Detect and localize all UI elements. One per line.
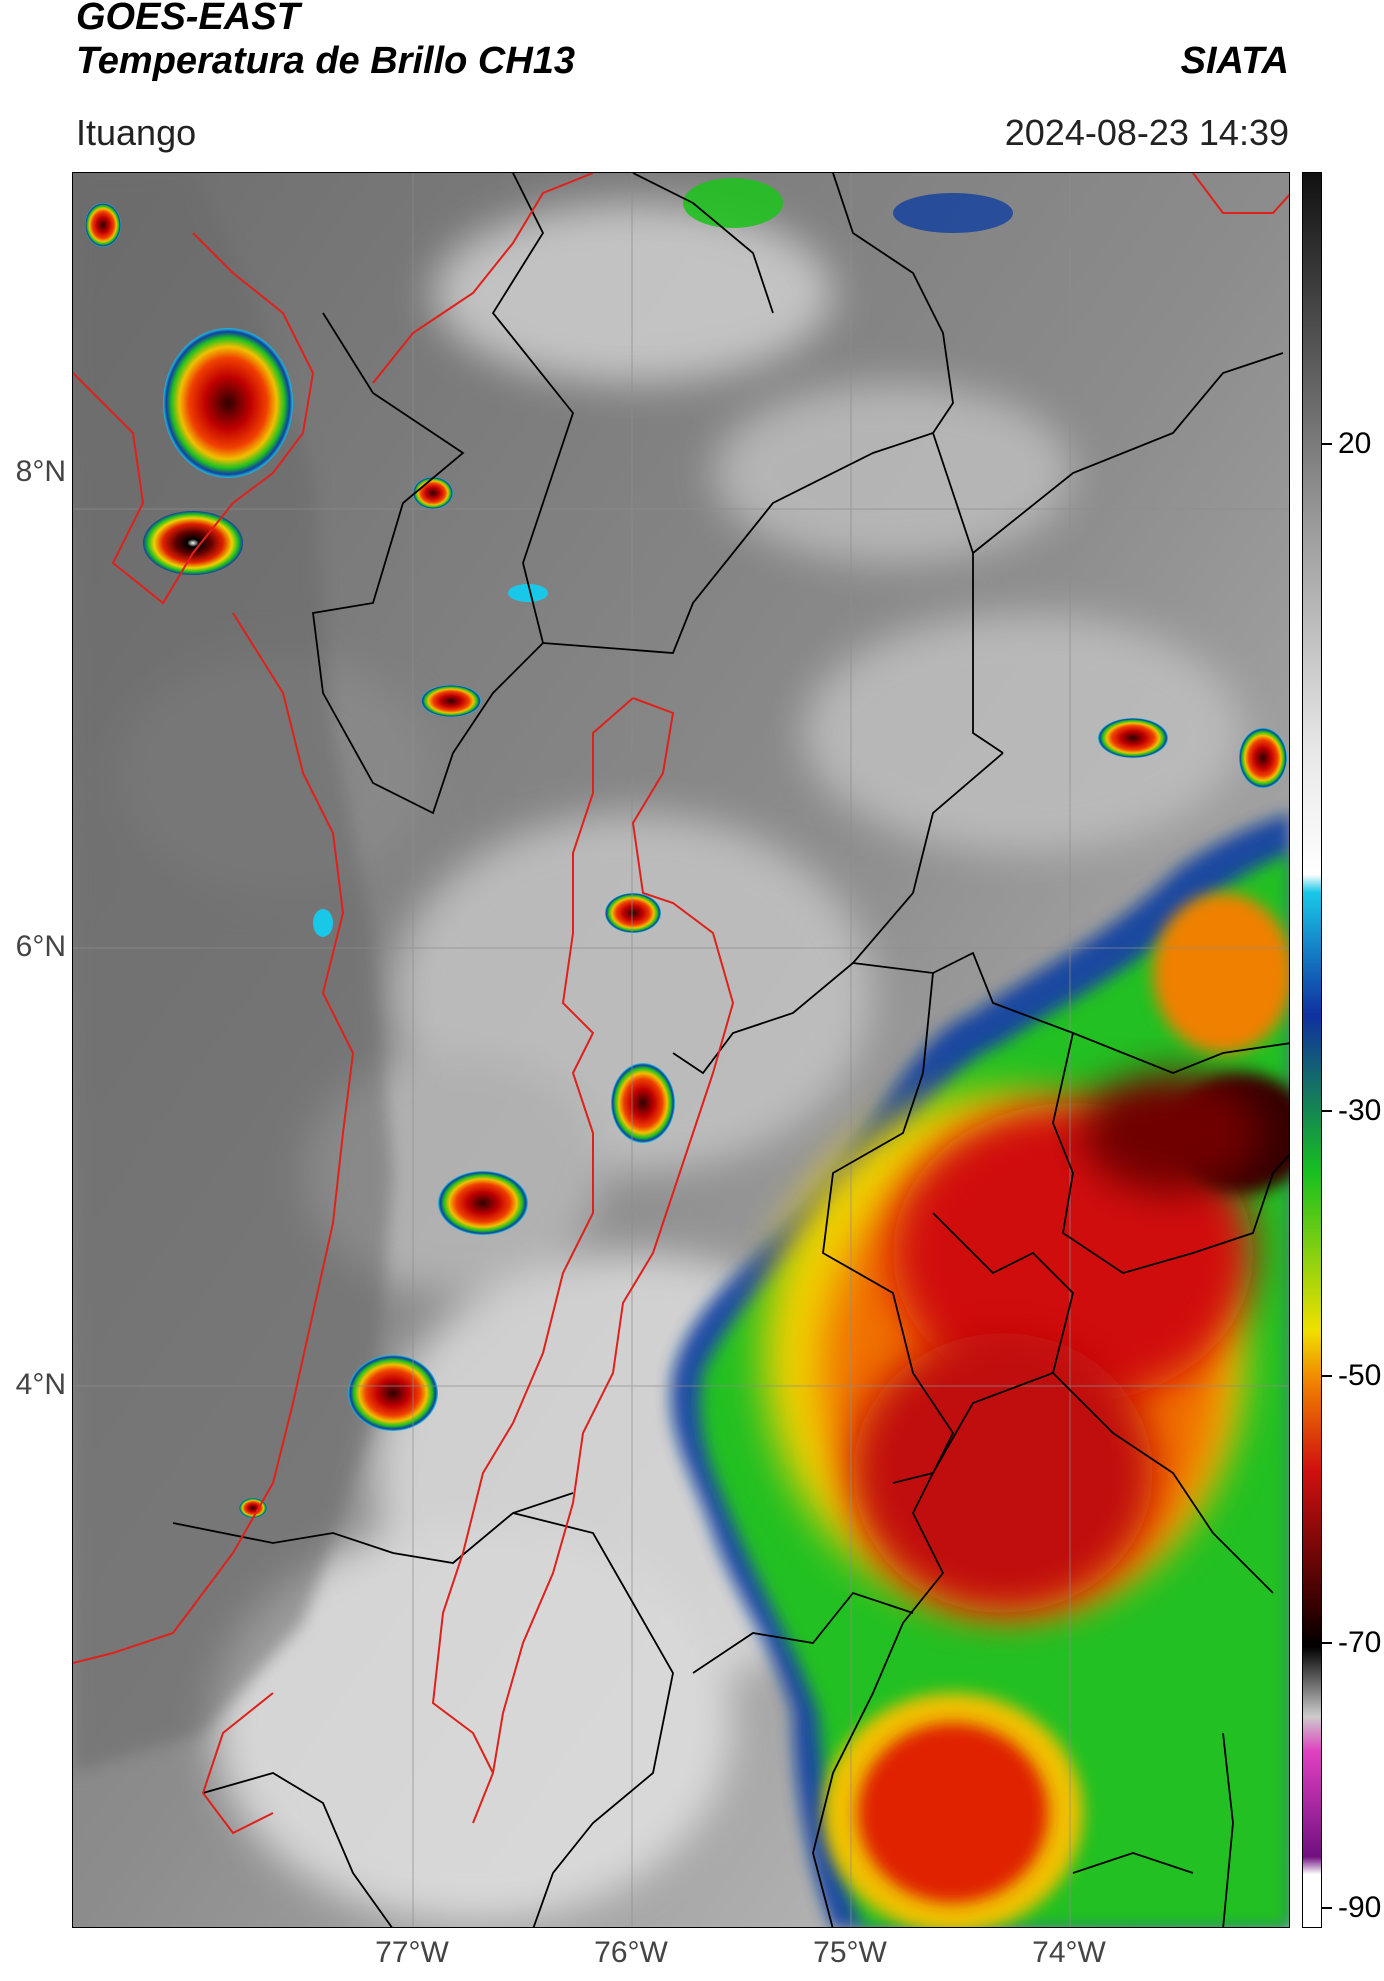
colorbar-tick-minus50 bbox=[1322, 1375, 1332, 1377]
colorbar-label-minus30: -30 bbox=[1338, 1094, 1382, 1127]
ocean-area bbox=[73, 173, 393, 1773]
lat-label-8n: 8°N bbox=[15, 455, 66, 488]
title-line-2: Temperatura de Brillo CH13 bbox=[76, 40, 576, 82]
datetime-label: 2024-08-23 14:39 bbox=[1004, 112, 1289, 153]
storm-cells bbox=[85, 178, 1287, 1518]
graticule bbox=[73, 173, 1289, 1927]
lat-label-6n: 6°N bbox=[15, 930, 66, 963]
municipality-borders bbox=[172, 173, 1289, 1927]
colorbar-label-20: 20 bbox=[1338, 427, 1372, 460]
colorbar-tick-minus70 bbox=[1322, 1642, 1332, 1644]
colorbar-tick-minus30 bbox=[1322, 1110, 1332, 1112]
lon-label-74w: 74°W bbox=[1032, 1936, 1106, 1969]
lon-label-76w: 76°W bbox=[594, 1936, 668, 1969]
satellite-map[interactable] bbox=[72, 172, 1290, 1928]
colorbar-label-minus50: -50 bbox=[1338, 1359, 1382, 1392]
map-canvas bbox=[73, 173, 1289, 1927]
lon-label-77w: 77°W bbox=[375, 1936, 449, 1969]
convective-system-east bbox=[671, 813, 1289, 1927]
colorbar-label-minus90: -90 bbox=[1338, 1891, 1382, 1924]
colorbar bbox=[1302, 172, 1322, 1928]
colorbar-tick-minus90 bbox=[1322, 1907, 1332, 1909]
colorbar-label-minus70: -70 bbox=[1338, 1626, 1382, 1659]
organization-label: SIATA bbox=[1180, 40, 1289, 82]
lon-label-75w: 75°W bbox=[813, 1936, 887, 1969]
colorbar-tick-20 bbox=[1322, 443, 1332, 445]
lat-label-4n: 4°N bbox=[15, 1368, 66, 1401]
location-label: Ituango bbox=[76, 112, 197, 153]
department-borders bbox=[73, 173, 1289, 1835]
title-line-1: GOES-EAST bbox=[76, 0, 300, 38]
